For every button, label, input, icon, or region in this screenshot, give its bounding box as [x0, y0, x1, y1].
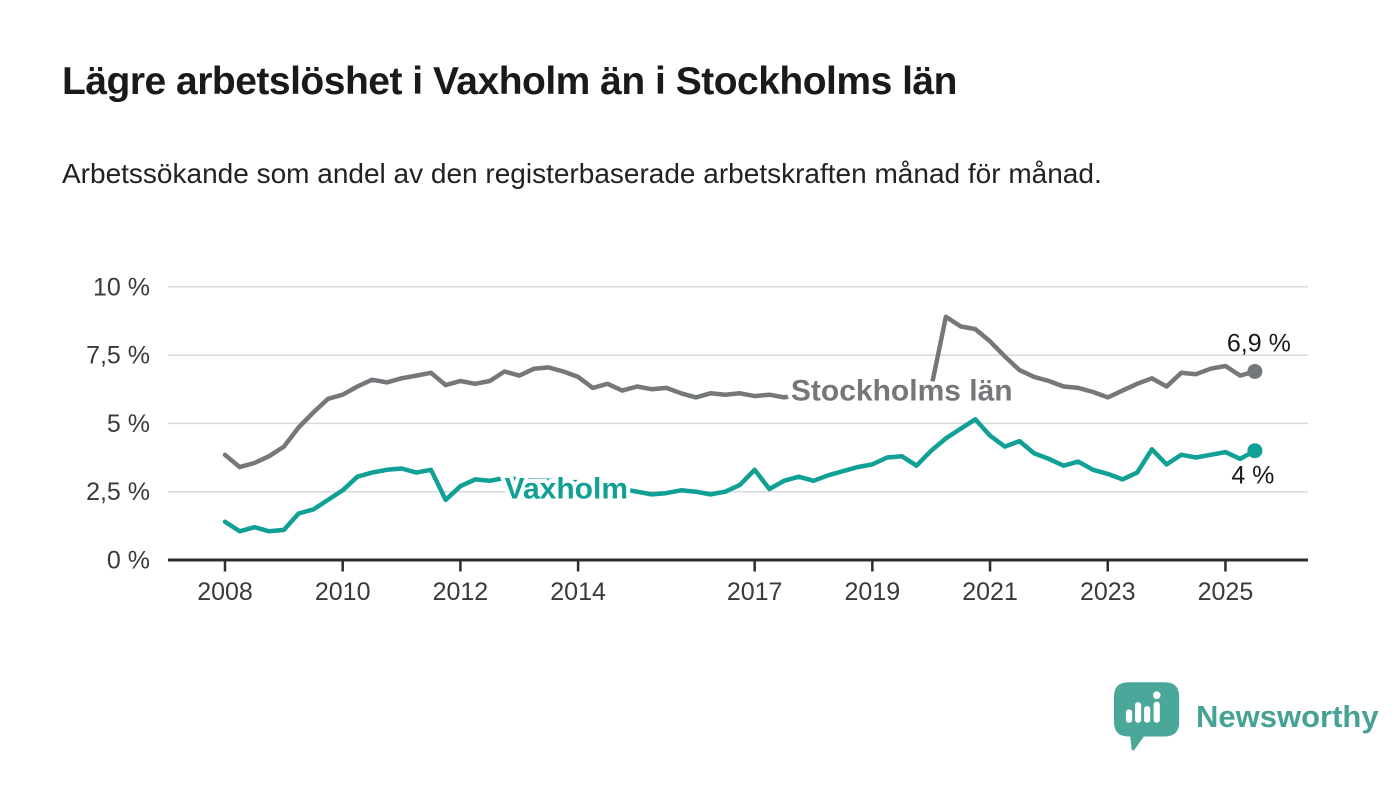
x-axis-tick-label: 2008 — [197, 578, 253, 606]
series-end-dot — [1247, 363, 1263, 379]
unemployment-line-chart: 0 % 2,5 % 5 % 7,5 % 10 % 2008 2010 2012 2014 2017… — [86, 273, 1308, 606]
series-label-vaxholm: Vaxholm — [505, 472, 628, 505]
chart-subtitle: Arbetssökande som andel av den registerb… — [62, 158, 1102, 189]
x-axis-tick-label: 2023 — [1080, 578, 1136, 606]
series-end-dot — [1247, 443, 1263, 459]
page-title: Lägre arbetslöshet i Vaxholm än i Stockh… — [62, 60, 957, 103]
y-axis-tick-label: 5 % — [107, 410, 150, 438]
x-axis-tick-label: 2014 — [550, 578, 606, 606]
newsworthy-logo: Newsworthy — [1114, 681, 1379, 751]
series-end-value-label: 4 % — [1231, 462, 1274, 490]
y-axis-tick-label: 2,5 % — [86, 478, 150, 506]
x-axis-tick-label: 2017 — [727, 578, 783, 606]
x-axis-tick-label: 2021 — [962, 578, 1018, 606]
newsworthy-bubble-chart-icon — [1114, 681, 1180, 751]
x-axis-tick-label: 2012 — [433, 578, 489, 606]
newsworthy-brand-name: Newsworthy — [1196, 699, 1379, 734]
y-axis-tick-label: 10 % — [93, 273, 150, 301]
series-line-stockholms-l-n — [222, 314, 1258, 470]
series-label-stockholms-l-n: Stockholms län — [791, 375, 1013, 408]
series-end-value-label: 6,9 % — [1227, 329, 1291, 357]
series-line-vaxholm — [222, 417, 1258, 534]
y-axis-tick-label: 7,5 % — [86, 342, 150, 370]
x-axis-tick-label: 2025 — [1198, 578, 1254, 606]
x-axis-tick-label: 2010 — [315, 578, 371, 606]
y-axis-tick-label: 0 % — [107, 547, 150, 575]
x-axis-tick-label: 2019 — [845, 578, 901, 606]
